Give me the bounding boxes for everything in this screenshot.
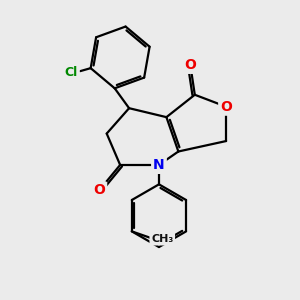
Text: N: N xyxy=(153,158,165,172)
Text: O: O xyxy=(220,100,232,114)
Text: O: O xyxy=(93,183,105,197)
Text: O: O xyxy=(184,58,196,72)
Text: Cl: Cl xyxy=(64,66,78,79)
Text: CH₃: CH₃ xyxy=(151,234,173,244)
